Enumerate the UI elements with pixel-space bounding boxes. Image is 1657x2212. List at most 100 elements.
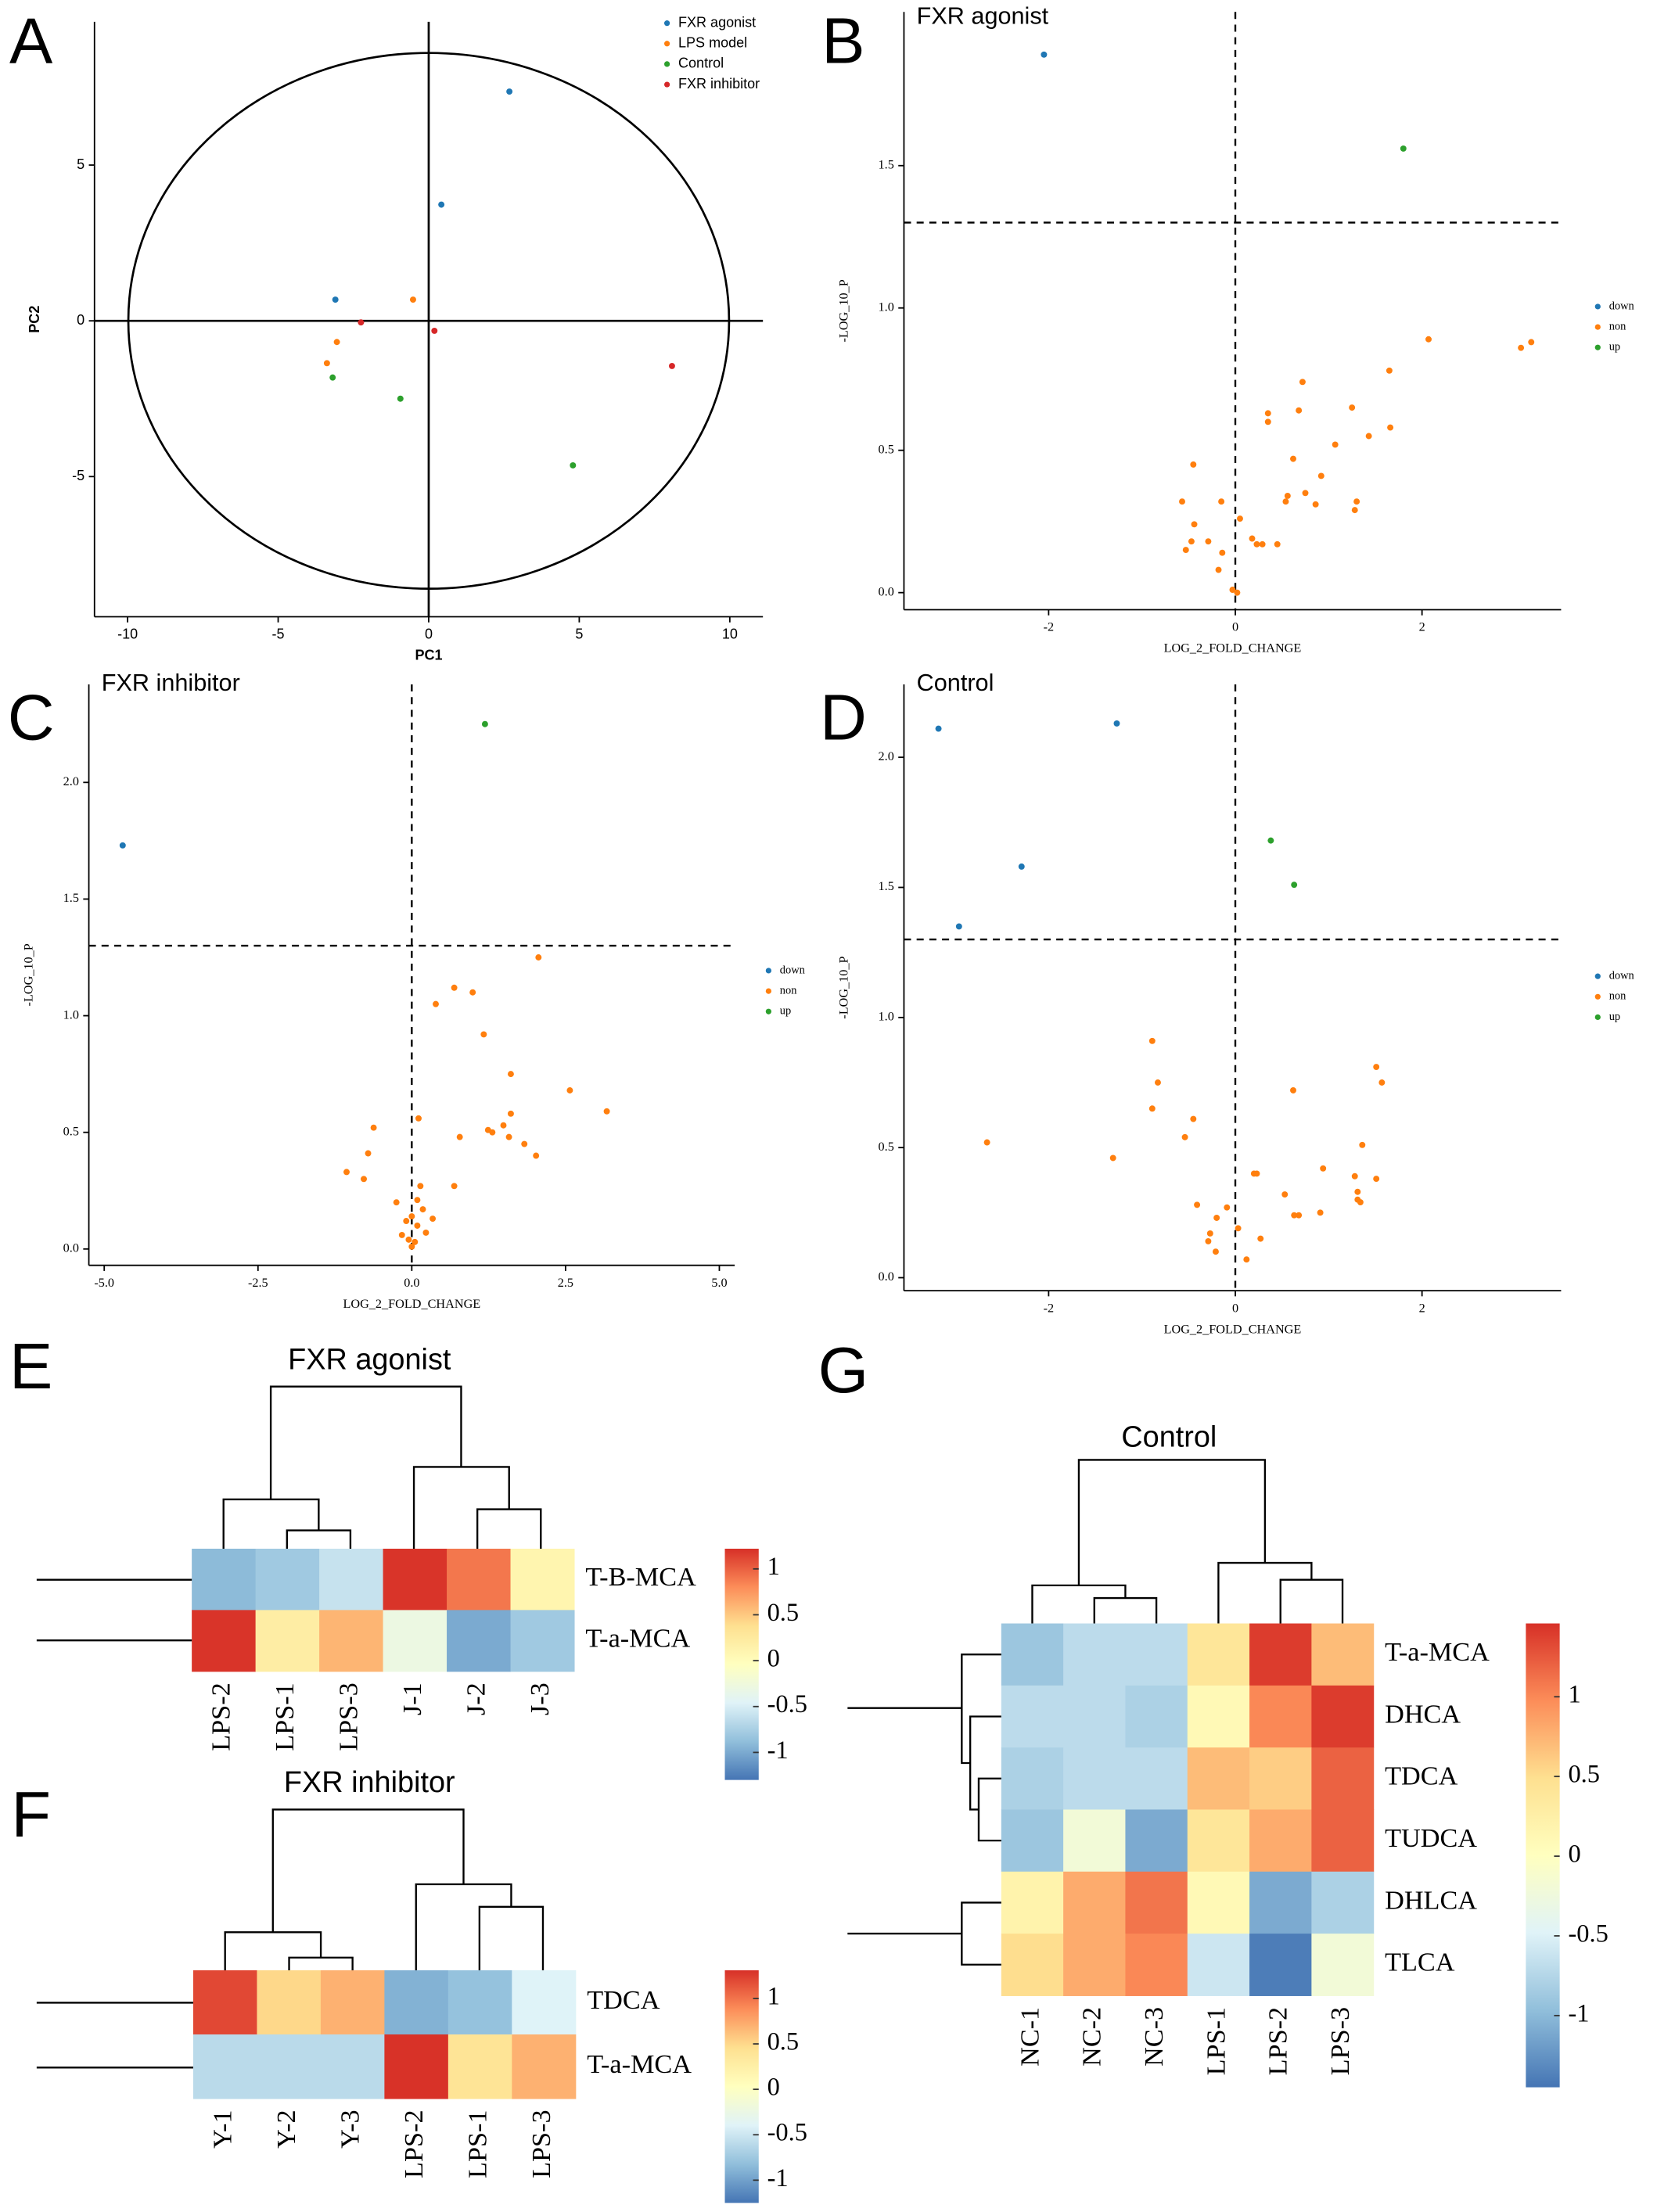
chart-title: FXR agonist	[288, 1343, 451, 1376]
row-label: DHLCA	[1385, 1885, 1477, 1915]
point	[1281, 1191, 1289, 1198]
panel-label: F	[11, 1778, 51, 1851]
point	[1351, 507, 1358, 514]
heatmap-cell	[1311, 1685, 1375, 1748]
heatmap-cell	[510, 1549, 575, 1611]
point	[469, 989, 476, 996]
dendrogram	[222, 1498, 320, 1549]
y-axis-label: PC2	[27, 306, 42, 333]
colorbar-tick-label: -1	[1568, 1999, 1589, 2027]
point	[507, 1071, 514, 1078]
point	[566, 1087, 573, 1093]
colorbar-tick-label: -1	[767, 1736, 789, 1765]
x-tick-label: 5.0	[711, 1276, 727, 1290]
heatmap-cell	[1063, 1623, 1126, 1686]
point	[1182, 547, 1189, 554]
dendrogram	[1077, 1459, 1267, 1585]
legend-label: non	[1609, 320, 1626, 332]
point	[1386, 367, 1393, 374]
column-label: NC-3	[1139, 2007, 1169, 2067]
point	[451, 984, 458, 991]
point	[1296, 407, 1303, 414]
chart-title: FXR inhibitor	[284, 1766, 455, 1799]
point	[1224, 1204, 1231, 1211]
point	[398, 1231, 405, 1238]
y-tick-label: -5	[72, 468, 84, 483]
panel-label: E	[9, 1330, 52, 1402]
point	[1528, 339, 1535, 346]
point	[1264, 410, 1271, 417]
point	[119, 842, 126, 849]
point	[456, 1133, 463, 1140]
point	[533, 1152, 540, 1159]
point	[1284, 492, 1291, 499]
column-label: Y-3	[335, 2110, 365, 2148]
point	[403, 1218, 410, 1224]
point	[1317, 1209, 1324, 1216]
point	[603, 1108, 610, 1115]
legend-label: up	[1609, 1011, 1620, 1023]
heatmap-cell	[1001, 1685, 1064, 1748]
point	[481, 720, 488, 727]
point	[1148, 1105, 1156, 1112]
heatmap-cell	[1063, 1685, 1126, 1748]
dendrogram	[478, 1905, 545, 1970]
point	[1291, 1212, 1298, 1219]
point	[417, 1183, 424, 1190]
heatmap-cell	[192, 1970, 257, 2035]
point	[1357, 1199, 1364, 1205]
y-tick-label: 2.0	[879, 749, 894, 763]
column-label: J-3	[525, 1682, 555, 1715]
x-tick-label: -5	[272, 627, 285, 642]
column-label: LPS-3	[334, 1682, 364, 1751]
y-axis-label: -LOG_10_P	[22, 943, 36, 1006]
point	[1243, 1256, 1250, 1263]
x-tick-label: 0	[1232, 1301, 1238, 1315]
point	[1205, 1237, 1212, 1244]
heatmap-cell	[1249, 1623, 1312, 1686]
point	[1351, 1172, 1358, 1180]
point	[1332, 441, 1339, 448]
heatmap-cell	[255, 1549, 320, 1611]
column-label: J-1	[397, 1682, 427, 1715]
point	[412, 1238, 419, 1245]
x-axis-label: LOG_2_FOLD_CHANGE	[1164, 641, 1302, 655]
point	[370, 1124, 377, 1131]
y-tick-label: 1.5	[879, 157, 894, 171]
x-tick-label: 2.5	[558, 1276, 573, 1290]
point	[1373, 1176, 1380, 1183]
heatmap-cell	[257, 2034, 322, 2099]
point	[1155, 1079, 1161, 1086]
point	[1349, 404, 1356, 411]
point	[323, 360, 330, 367]
legend-label: FXR agonist	[678, 14, 756, 30]
heatmap-cell	[384, 2034, 449, 2099]
heatmap-cell	[384, 1970, 449, 2035]
point	[1359, 1141, 1366, 1148]
point	[1365, 433, 1372, 440]
colorbar	[1526, 1623, 1560, 2088]
dendrogram	[1093, 1596, 1158, 1624]
row-label: T-a-MCA	[585, 1623, 690, 1653]
y-tick-label: 0	[77, 312, 84, 328]
x-tick-label: 2	[1419, 1301, 1425, 1315]
point	[935, 725, 942, 732]
point	[507, 1110, 514, 1117]
heatmap-cell	[192, 1610, 257, 1672]
point	[1113, 720, 1120, 727]
row-label: TLCA	[1385, 1948, 1455, 1977]
panel-label: B	[821, 4, 864, 77]
x-tick-label: -5.0	[94, 1276, 114, 1290]
heatmap-cell	[447, 1970, 512, 2035]
heatmap-cell	[1001, 1623, 1064, 1686]
point	[419, 1206, 426, 1213]
panel-label: D	[820, 681, 867, 754]
heatmap-cell	[1125, 1871, 1188, 1934]
legend-label: non	[780, 984, 797, 996]
column-label: LPS-1	[1201, 2007, 1231, 2076]
point	[1518, 344, 1525, 351]
colorbar-tick-label: 0.5	[1568, 1761, 1600, 1789]
legend-label: down	[780, 964, 805, 976]
point	[1181, 1133, 1188, 1140]
dendrogram	[961, 1901, 1001, 1966]
